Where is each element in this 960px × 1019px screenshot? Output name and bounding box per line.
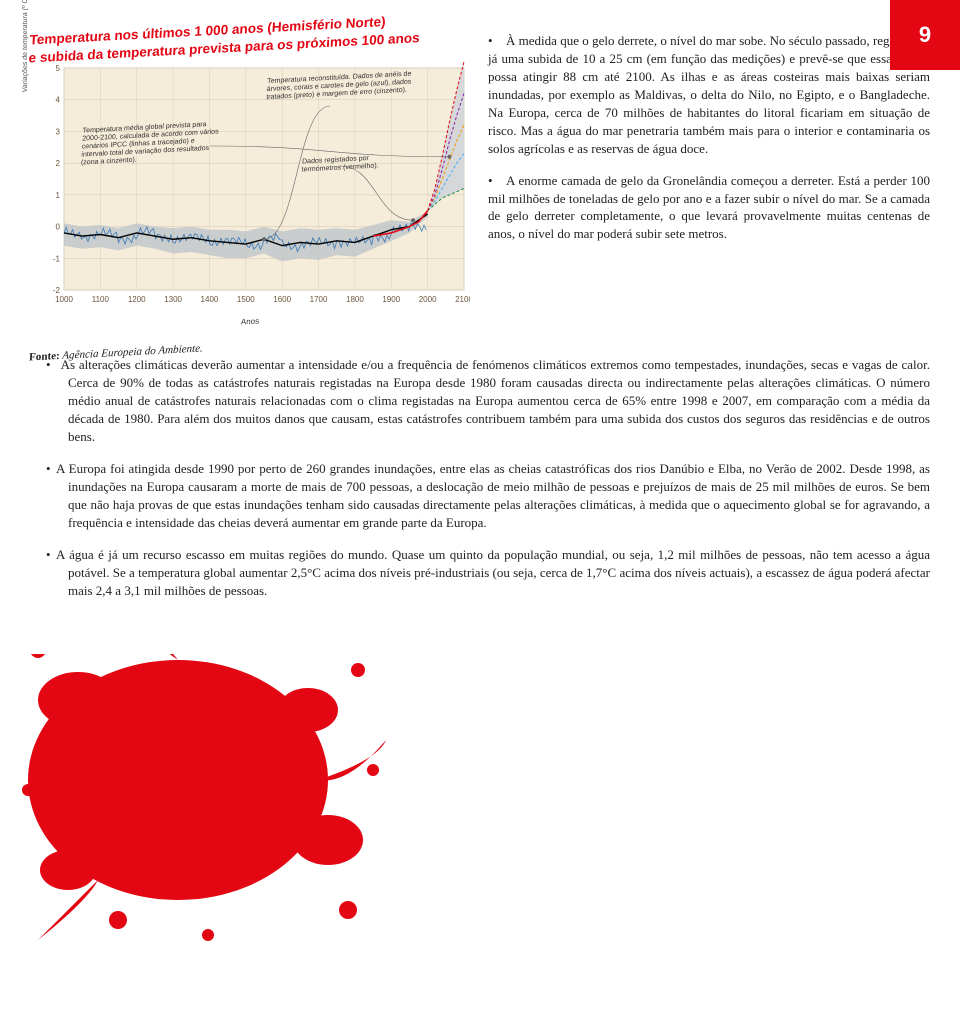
top-row: Temperatura nos últimos 1 000 anos (Hemi… [30,20,930,352]
page: 9 Temperatura nos últimos 1 000 anos (He… [0,0,960,654]
svg-text:-1: -1 [53,255,61,264]
chart-title: Temperatura nos últimos 1 000 anos (Hemi… [28,9,472,68]
svg-text:1500: 1500 [237,295,255,304]
svg-text:1600: 1600 [273,295,291,304]
svg-text:3: 3 [56,128,61,137]
svg-text:4: 4 [56,96,61,105]
svg-text:1100: 1100 [92,295,110,304]
svg-text:1000: 1000 [55,295,73,304]
y-axis-label: Variações de temperatura (º C) em relaçã… [22,0,29,93]
svg-text:1300: 1300 [164,295,182,304]
bullet-1: •À medida que o gelo derrete, o nível do… [488,32,930,158]
chart-container: Variações de temperatura (º C) em relaçã… [30,62,470,312]
svg-text:1800: 1800 [346,295,364,304]
bullet-2: •A enorme camada de gelo da Gronelândia … [488,172,930,244]
bullet-3: •As alterações climáticas deverão aument… [30,356,930,446]
svg-text:1: 1 [56,191,61,200]
svg-text:2000: 2000 [419,295,437,304]
chart-column: Temperatura nos últimos 1 000 anos (Hemi… [30,20,470,352]
svg-text:1900: 1900 [382,295,400,304]
callout-projection: Temperatura média global prevista para 2… [79,119,222,171]
svg-text:1700: 1700 [310,295,328,304]
bullet-5: •A água é já um recurso escasso em muita… [30,546,930,600]
svg-text:2100: 2100 [455,295,470,304]
svg-text:1400: 1400 [201,295,219,304]
svg-text:5: 5 [56,64,61,73]
bullet-4: •A Europa foi atingida desde 1990 por pe… [30,460,930,532]
page-number-badge: 9 [890,0,960,70]
full-width-bullet-list: •A Europa foi atingida desde 1990 por pe… [30,460,930,600]
temperature-chart: -2 -1 0 1 2 3 4 5 1000 1100 1200 1300 1400 1500 1600 17… [30,62,470,312]
svg-text:1200: 1200 [128,295,146,304]
red-splatter-decoration [8,590,388,950]
svg-text:0: 0 [56,223,61,232]
x-axis-label: Anos [241,317,260,327]
svg-text:-2: -2 [53,286,61,295]
right-bullet-list: •À medida que o gelo derrete, o nível do… [488,20,930,352]
svg-text:2: 2 [56,160,61,169]
